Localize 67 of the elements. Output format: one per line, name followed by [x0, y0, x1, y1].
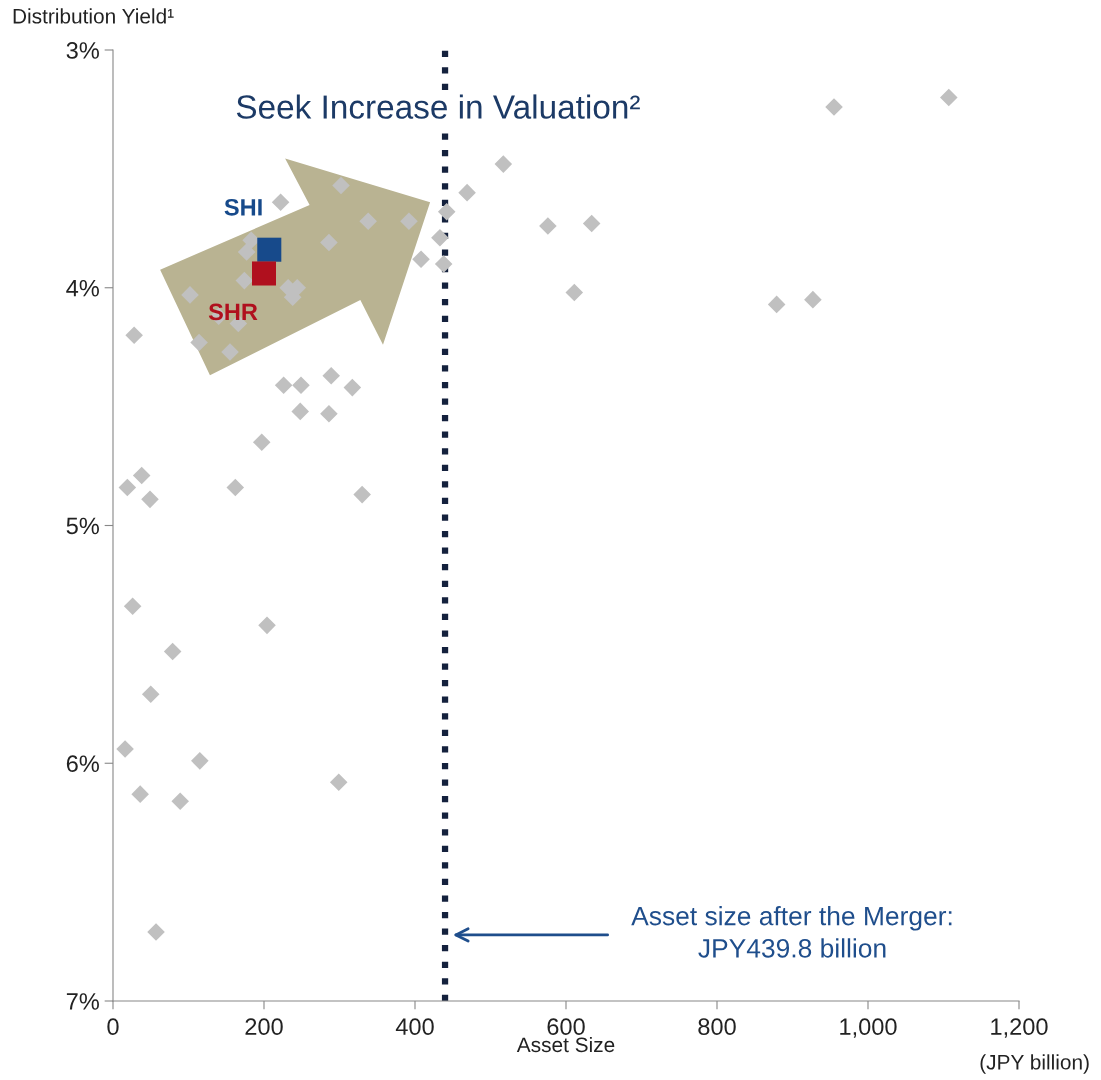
point [125, 326, 143, 345]
point [431, 229, 449, 247]
point [400, 212, 418, 230]
series-label: SHI [224, 198, 262, 216]
point [940, 88, 958, 107]
point [359, 212, 377, 230]
point [252, 433, 271, 452]
point [123, 597, 142, 616]
x-tick-label: 600 [547, 1018, 585, 1036]
point [226, 478, 245, 497]
point [322, 366, 340, 385]
y-tick-label: 5% [66, 517, 99, 535]
series-label: SHR [208, 303, 258, 321]
point [141, 490, 159, 509]
point [221, 343, 239, 361]
point [116, 740, 134, 758]
y-axis-title: Distribution Yield¹ [13, 8, 174, 24]
point [329, 773, 348, 792]
point [320, 233, 338, 252]
point [434, 255, 453, 273]
point [257, 237, 282, 262]
y-tick-label: 4% [66, 279, 99, 297]
annotation: Asset size after the Merger: JPY439.8 billion [631, 906, 952, 958]
point [320, 404, 338, 423]
point [291, 402, 310, 421]
point [458, 183, 476, 202]
point [565, 283, 584, 302]
x-tick-label: 400 [395, 1018, 434, 1036]
x-tick-label: 1,200 [991, 1018, 1048, 1038]
annotation: Seek Increase in Valuation² [236, 94, 640, 119]
point [494, 155, 513, 173]
point [181, 286, 199, 304]
point [237, 243, 256, 261]
x-tick-label: 1,000 [840, 1018, 897, 1038]
y-tick-label: 3% [66, 42, 99, 59]
point [191, 752, 209, 770]
point [412, 250, 430, 268]
point [353, 485, 371, 504]
point [118, 478, 137, 497]
point [258, 616, 276, 635]
x-tick-label: 0 [107, 1018, 119, 1036]
point [539, 217, 557, 235]
x-tick-label: 800 [698, 1018, 736, 1036]
point [171, 792, 189, 811]
point [141, 685, 160, 704]
x-axis-title: Asset Size [516, 1036, 615, 1053]
point [437, 202, 456, 221]
point [292, 376, 310, 395]
point [804, 290, 822, 309]
point [132, 466, 151, 485]
y-tick-label: 7% [66, 993, 99, 1010]
point [163, 642, 182, 661]
point [271, 193, 290, 211]
y-tick-label: 6% [66, 755, 99, 773]
point [825, 98, 843, 116]
point [332, 176, 350, 195]
point [147, 923, 165, 941]
point [251, 261, 277, 286]
x-tick-label: 200 [245, 1018, 283, 1036]
point [131, 785, 149, 803]
point [274, 376, 293, 395]
text: (JPY billion) [980, 1054, 1089, 1074]
point [235, 271, 254, 290]
point [767, 295, 786, 314]
point [343, 378, 362, 397]
point [582, 214, 601, 233]
point [190, 333, 208, 352]
